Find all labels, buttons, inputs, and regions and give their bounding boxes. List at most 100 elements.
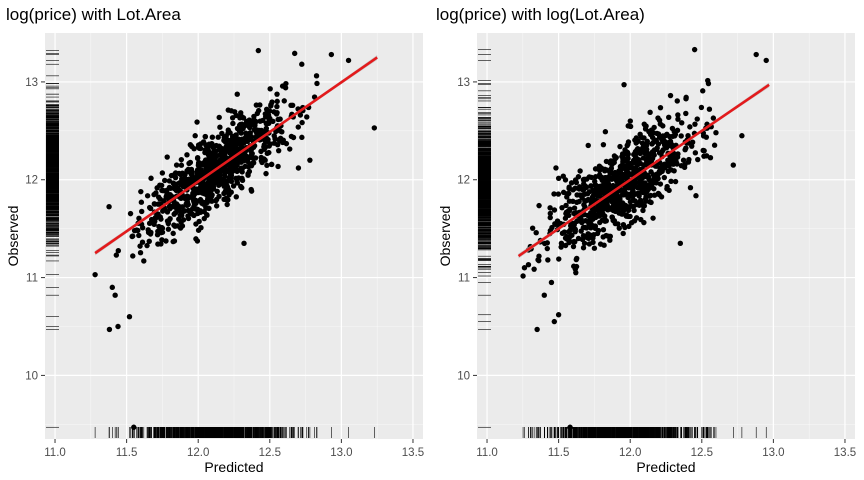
data-point (274, 103, 280, 110)
data-point (234, 125, 241, 132)
data-point (146, 204, 153, 211)
data-point (219, 130, 225, 137)
data-point (545, 257, 551, 263)
data-points (520, 46, 769, 430)
data-point (233, 144, 239, 150)
data-point (152, 215, 159, 221)
data-point (244, 122, 251, 128)
data-point (243, 130, 249, 136)
data-point (208, 192, 214, 198)
data-point (254, 110, 261, 117)
data-point (139, 239, 146, 245)
data-point (667, 92, 674, 99)
data-point (185, 213, 191, 219)
data-point (620, 230, 626, 237)
data-point (533, 229, 539, 236)
data-point (240, 115, 247, 121)
data-point (289, 102, 296, 109)
data-point (191, 212, 197, 219)
data-point (238, 159, 244, 165)
data-point (239, 177, 246, 184)
data-point (675, 112, 681, 118)
data-point (139, 225, 146, 231)
data-point (192, 133, 198, 139)
data-point (164, 154, 170, 160)
data-point (521, 265, 528, 271)
data-point (194, 119, 200, 125)
data-point (208, 177, 214, 183)
data-point (275, 163, 281, 170)
y-tick-label: 11 (26, 273, 38, 285)
rug-marks (478, 49, 767, 438)
data-point (692, 121, 698, 127)
data-point (647, 192, 654, 199)
data-point (613, 154, 619, 161)
data-point (106, 326, 113, 333)
data-point (136, 232, 142, 239)
data-point (245, 158, 251, 165)
data-point (640, 207, 646, 214)
x-tick-label: 12.0 (187, 447, 209, 459)
data-point (694, 116, 700, 122)
data-point (274, 141, 281, 148)
data-point (656, 117, 663, 123)
data-point (635, 200, 642, 206)
data-point (650, 215, 656, 221)
data-point (577, 168, 583, 174)
data-point (246, 117, 253, 123)
data-point (233, 156, 240, 163)
data-point (239, 154, 245, 161)
data-point (176, 180, 183, 186)
data-point (127, 210, 134, 217)
data-point (158, 229, 164, 236)
data-point (255, 47, 262, 54)
data-point (314, 80, 320, 87)
data-point (234, 168, 240, 175)
data-point (263, 125, 270, 132)
x-axis-label: Predicted (204, 459, 263, 475)
rug-marks (46, 50, 375, 438)
data-point (171, 222, 177, 228)
data-point (711, 142, 718, 148)
data-point (196, 145, 203, 152)
data-point (170, 238, 176, 245)
data-point (277, 137, 284, 144)
data-point (234, 91, 240, 97)
data-point (635, 190, 642, 196)
data-point (126, 314, 133, 320)
data-point (277, 128, 283, 134)
data-point (232, 149, 238, 155)
data-point (299, 61, 305, 67)
data-point (231, 160, 237, 167)
data-point (222, 188, 228, 195)
data-point (172, 209, 179, 216)
data-point (259, 159, 265, 166)
data-point (152, 201, 158, 207)
data-point (235, 136, 242, 142)
data-point (620, 222, 627, 228)
data-point (571, 205, 578, 211)
data-point (130, 253, 136, 259)
data-point (666, 114, 672, 120)
data-point (551, 207, 558, 213)
data-point (655, 190, 662, 197)
data-point (535, 257, 541, 263)
data-point (678, 133, 684, 139)
data-points (92, 47, 378, 430)
data-point (627, 118, 633, 124)
data-point (572, 185, 578, 191)
data-point (636, 148, 643, 154)
data-point (165, 226, 172, 232)
data-point (138, 199, 145, 205)
data-point (687, 124, 693, 130)
data-point (247, 163, 254, 169)
data-point (547, 205, 553, 211)
data-point (164, 218, 171, 224)
data-point (109, 284, 115, 291)
data-point (230, 120, 236, 127)
data-point (703, 134, 710, 140)
data-point (647, 199, 653, 205)
data-point (277, 116, 283, 122)
data-point (249, 150, 255, 157)
data-point (229, 136, 236, 142)
